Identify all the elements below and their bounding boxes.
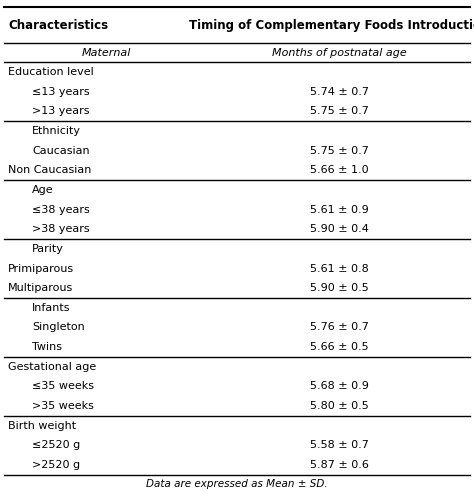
Text: Maternal: Maternal <box>82 48 131 57</box>
Text: Singleton: Singleton <box>32 323 85 332</box>
Text: Primiparous: Primiparous <box>8 264 74 273</box>
Text: Gestational age: Gestational age <box>8 362 96 372</box>
Text: 5.80 ± 0.5: 5.80 ± 0.5 <box>310 401 369 411</box>
Text: Infants: Infants <box>32 303 71 313</box>
Text: >35 weeks: >35 weeks <box>32 401 94 411</box>
Text: Ethnicity: Ethnicity <box>32 126 81 136</box>
Text: Parity: Parity <box>32 244 64 254</box>
Text: ≤2520 g: ≤2520 g <box>32 440 81 450</box>
Text: Age: Age <box>32 185 54 195</box>
Text: 5.75 ± 0.7: 5.75 ± 0.7 <box>310 146 369 156</box>
Text: 5.66 ± 1.0: 5.66 ± 1.0 <box>310 165 369 175</box>
Text: 5.75 ± 0.7: 5.75 ± 0.7 <box>310 107 369 116</box>
Text: 5.87 ± 0.6: 5.87 ± 0.6 <box>310 460 369 470</box>
Text: 5.74 ± 0.7: 5.74 ± 0.7 <box>310 87 369 97</box>
Text: 5.90 ± 0.5: 5.90 ± 0.5 <box>310 283 369 293</box>
Text: Non Caucasian: Non Caucasian <box>8 165 91 175</box>
Text: Data are expressed as Mean ± SD.: Data are expressed as Mean ± SD. <box>146 479 328 489</box>
Text: 5.76 ± 0.7: 5.76 ± 0.7 <box>310 323 369 332</box>
Text: ≤13 years: ≤13 years <box>32 87 90 97</box>
Text: 5.68 ± 0.9: 5.68 ± 0.9 <box>310 382 369 391</box>
Text: ≤38 years: ≤38 years <box>32 205 90 215</box>
Text: Multiparous: Multiparous <box>8 283 73 293</box>
Text: Timing of Complementary Foods Introduction: Timing of Complementary Foods Introducti… <box>189 19 474 31</box>
Text: 5.61 ± 0.8: 5.61 ± 0.8 <box>310 264 369 273</box>
Text: Caucasian: Caucasian <box>32 146 90 156</box>
Text: 5.66 ± 0.5: 5.66 ± 0.5 <box>310 342 369 352</box>
Text: >38 years: >38 years <box>32 224 90 234</box>
Text: Months of postnatal age: Months of postnatal age <box>272 48 407 57</box>
Text: 5.90 ± 0.4: 5.90 ± 0.4 <box>310 224 369 234</box>
Text: Characteristics: Characteristics <box>9 19 109 31</box>
Text: >2520 g: >2520 g <box>32 460 81 470</box>
Text: 5.61 ± 0.9: 5.61 ± 0.9 <box>310 205 369 215</box>
Text: Twins: Twins <box>32 342 62 352</box>
Text: Education level: Education level <box>8 67 93 77</box>
Text: >13 years: >13 years <box>32 107 90 116</box>
Text: Birth weight: Birth weight <box>8 421 76 431</box>
Text: ≤35 weeks: ≤35 weeks <box>32 382 94 391</box>
Text: 5.58 ± 0.7: 5.58 ± 0.7 <box>310 440 369 450</box>
